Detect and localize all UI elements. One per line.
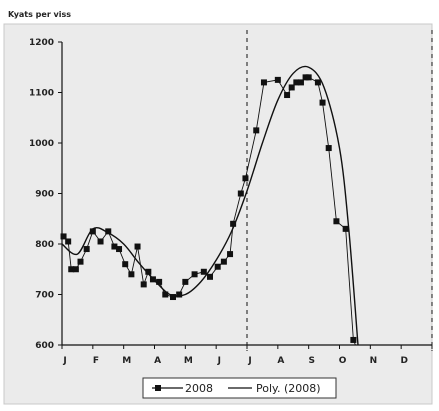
- x-tick-label: N: [370, 356, 378, 366]
- data-point-2008: [200, 268, 207, 275]
- chart-title: Kyats per viss: [8, 10, 71, 19]
- data-point-2008: [350, 336, 357, 343]
- data-point-2008: [156, 278, 163, 285]
- data-point-2008: [293, 79, 300, 86]
- x-tick-label: A: [154, 356, 161, 366]
- data-point-2008: [288, 84, 295, 91]
- data-point-2008: [333, 218, 340, 225]
- data-point-2008: [182, 278, 189, 285]
- y-tick-label: 1200: [29, 38, 54, 48]
- data-point-2008: [314, 79, 321, 86]
- data-point-2008: [65, 238, 72, 245]
- y-tick-label: 900: [35, 190, 54, 200]
- data-point-2008: [242, 175, 249, 182]
- data-point-2008: [170, 294, 176, 301]
- data-point-2008: [105, 228, 112, 235]
- data-point-2008: [176, 291, 183, 298]
- data-point-2008: [227, 251, 234, 258]
- data-point-2008: [191, 271, 198, 278]
- data-point-2008: [253, 127, 260, 134]
- data-point-2008: [60, 233, 67, 240]
- y-tick-label: 1000: [29, 139, 54, 149]
- data-point-2008: [77, 258, 84, 265]
- x-tick-label: M: [184, 356, 193, 366]
- data-point-2008: [305, 74, 312, 81]
- data-point-2008: [274, 76, 281, 83]
- x-tick-label: D: [401, 356, 408, 366]
- data-point-2008: [116, 246, 123, 253]
- data-point-2008: [220, 258, 227, 265]
- y-tick-label: 800: [35, 240, 54, 250]
- x-tick-label: O: [339, 356, 347, 366]
- y-tick-label: 700: [35, 291, 54, 301]
- data-point-2008: [149, 276, 156, 283]
- data-point-2008: [297, 79, 304, 86]
- y-tick-label: 600: [35, 341, 54, 351]
- legend: 2008 Poly. (2008): [142, 377, 337, 399]
- data-point-2008: [122, 261, 129, 268]
- data-point-2008: [284, 92, 291, 99]
- data-point-2008: [325, 145, 332, 152]
- legend-marker-2008: [155, 385, 161, 391]
- data-point-2008: [83, 246, 90, 253]
- data-point-2008: [237, 190, 244, 197]
- x-tick-label: M: [122, 356, 131, 366]
- trendline-poly-2008: [62, 65, 359, 345]
- data-point-2008: [342, 225, 349, 232]
- x-tick-label: A: [277, 356, 284, 366]
- chart-area: [3, 23, 433, 405]
- data-point-2008: [319, 99, 326, 106]
- data-point-2008: [214, 263, 221, 270]
- legend-label-poly: Poly. (2008): [256, 382, 321, 395]
- y-tick-label: 1100: [29, 89, 54, 99]
- data-point-2008: [162, 291, 169, 298]
- data-point-2008: [145, 268, 152, 275]
- data-point-2008: [72, 266, 79, 273]
- x-tick-label: J: [217, 356, 221, 366]
- x-tick-label: J: [62, 356, 66, 366]
- legend-label-2008: 2008: [185, 382, 213, 395]
- data-point-2008: [260, 79, 267, 86]
- data-point-2008: [230, 220, 237, 227]
- data-point-2008: [111, 243, 118, 250]
- data-point-2008: [134, 243, 141, 250]
- data-point-2008: [207, 273, 213, 280]
- x-tick-label: J: [247, 356, 251, 366]
- x-tick-label: S: [309, 356, 315, 366]
- plot-area: 600 700 800 900 1000 1100 1200 J F M A M J J A S O N D: [29, 30, 433, 366]
- x-tick-label: F: [93, 356, 99, 366]
- data-point-2008: [89, 228, 96, 235]
- data-point-2008: [140, 281, 147, 288]
- data-point-2008: [68, 266, 75, 273]
- data-point-2008: [128, 271, 135, 278]
- data-point-2008: [302, 74, 309, 81]
- data-point-2008: [97, 238, 104, 245]
